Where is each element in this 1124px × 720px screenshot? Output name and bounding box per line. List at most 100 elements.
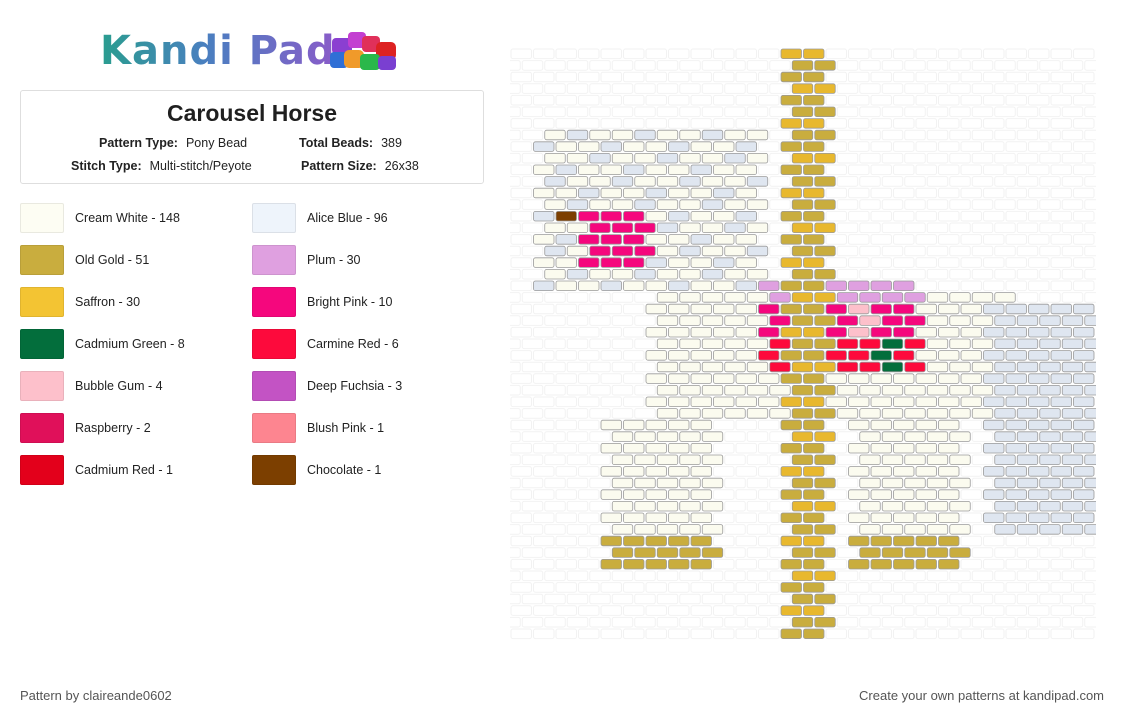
- bead: [904, 384, 926, 396]
- bead: [960, 466, 982, 477]
- bead: [656, 547, 679, 558]
- bead: [555, 558, 577, 570]
- bead: [848, 326, 870, 338]
- create-patterns-link[interactable]: Create your own patterns at kandipad.com: [859, 688, 1104, 703]
- bead: [1016, 199, 1039, 210]
- bead: [1050, 303, 1072, 315]
- bead: [848, 303, 870, 315]
- bead: [566, 292, 589, 303]
- bead: [983, 442, 1005, 454]
- bead: [1005, 628, 1027, 640]
- bead: [668, 512, 690, 524]
- bead: [915, 280, 937, 292]
- bead: [848, 187, 870, 199]
- bead: [836, 106, 859, 118]
- bead: [881, 199, 904, 210]
- bead: [983, 535, 1005, 547]
- bead: [1005, 326, 1027, 338]
- bead: [1016, 593, 1039, 605]
- bead: [724, 431, 746, 442]
- bead: [611, 268, 634, 280]
- bead: [848, 442, 870, 454]
- bead: [521, 477, 544, 489]
- bead: [870, 350, 892, 361]
- bead: [735, 350, 757, 361]
- bead: [758, 419, 780, 431]
- bead: [859, 570, 881, 582]
- bead: [578, 210, 600, 222]
- bead: [645, 558, 667, 570]
- bead: [825, 628, 847, 640]
- bead: [713, 280, 735, 292]
- bead: [645, 187, 667, 199]
- bead: [634, 500, 656, 512]
- bead: [746, 83, 769, 94]
- bead: [769, 593, 791, 605]
- bead: [713, 48, 735, 60]
- bead: [533, 489, 555, 500]
- color-swatch: [20, 245, 64, 275]
- pattern-credit[interactable]: Pattern by claireande0602: [20, 688, 172, 703]
- kandi-pad-logo[interactable]: Kandi Pad: [100, 26, 410, 76]
- bead: [1084, 176, 1096, 187]
- bead: [544, 245, 566, 257]
- bead: [904, 60, 926, 71]
- bead: [870, 326, 892, 338]
- bead: [994, 361, 1016, 373]
- bead: [735, 141, 757, 152]
- bead: [881, 315, 904, 326]
- bead: [881, 268, 904, 280]
- bead: [803, 350, 825, 361]
- bead: [656, 570, 679, 582]
- bead: [1050, 141, 1072, 152]
- bead: [836, 384, 859, 396]
- bead: [1073, 558, 1095, 570]
- bead: [1073, 164, 1095, 176]
- bead: [735, 257, 757, 268]
- bead: [848, 257, 870, 268]
- bead: [926, 477, 949, 489]
- bead: [814, 315, 836, 326]
- bead: [926, 129, 949, 141]
- bead: [566, 268, 589, 280]
- bead: [791, 524, 814, 535]
- bead: [713, 303, 735, 315]
- bead: [780, 419, 802, 431]
- bead: [701, 199, 724, 210]
- bead: [623, 210, 645, 222]
- bead: [780, 466, 802, 477]
- bead: [758, 257, 780, 268]
- bead: [578, 605, 600, 616]
- bead: [578, 535, 600, 547]
- bead: [746, 524, 769, 535]
- bead: [836, 547, 859, 558]
- bead: [746, 338, 769, 350]
- bead: [656, 292, 679, 303]
- bead: [960, 350, 982, 361]
- bead: [746, 616, 769, 628]
- bead: [780, 512, 802, 524]
- bead: [803, 489, 825, 500]
- bead: [645, 489, 667, 500]
- bead: [960, 257, 982, 268]
- bead: [656, 199, 679, 210]
- bead: [803, 234, 825, 245]
- bead: [600, 605, 622, 616]
- bead: [949, 60, 971, 71]
- bead: [1005, 303, 1027, 315]
- bead: [1028, 303, 1050, 315]
- bead: [1028, 582, 1050, 593]
- bead: [915, 419, 937, 431]
- bead: [758, 558, 780, 570]
- bead: [544, 199, 566, 210]
- bead: [555, 118, 577, 129]
- bead: [1016, 500, 1039, 512]
- bead: [566, 500, 589, 512]
- bead: [566, 106, 589, 118]
- bead: [870, 141, 892, 152]
- bead: [1050, 535, 1072, 547]
- bead: [555, 257, 577, 268]
- bead: [566, 338, 589, 350]
- bead: [1016, 292, 1039, 303]
- bead: [960, 326, 982, 338]
